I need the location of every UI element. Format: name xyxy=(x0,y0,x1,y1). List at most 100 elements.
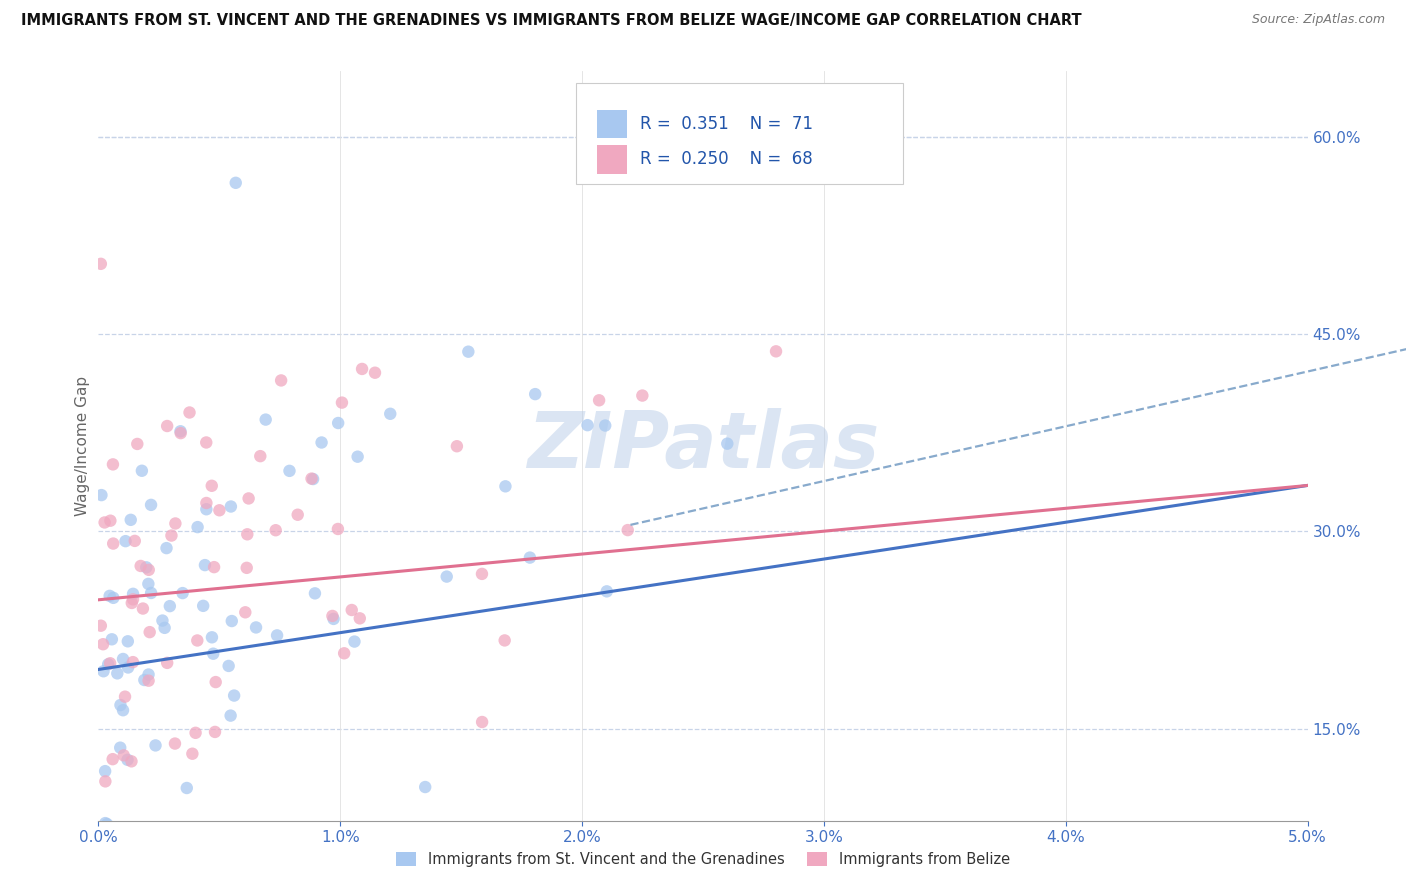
Point xyxy=(122,655,145,669)
Point xyxy=(195,496,218,510)
Point xyxy=(195,435,218,450)
Point xyxy=(117,753,139,767)
Point xyxy=(302,472,325,486)
Point xyxy=(287,508,309,522)
Point xyxy=(129,558,152,573)
Text: Source: ZipAtlas.com: Source: ZipAtlas.com xyxy=(1251,13,1385,27)
Point xyxy=(494,479,516,493)
Point xyxy=(135,560,157,574)
Point xyxy=(90,257,112,271)
Point xyxy=(596,584,619,599)
Point xyxy=(156,419,179,434)
Point xyxy=(218,659,240,673)
Point xyxy=(117,634,139,648)
Point xyxy=(103,536,125,550)
Point xyxy=(471,566,494,581)
Point xyxy=(94,764,117,779)
Y-axis label: Wage/Income Gap: Wage/Income Gap xyxy=(75,376,90,516)
Point xyxy=(201,630,224,644)
Point xyxy=(138,625,160,640)
Point xyxy=(127,437,149,451)
Point xyxy=(225,176,247,190)
Point xyxy=(278,464,301,478)
Point xyxy=(97,657,120,672)
Point xyxy=(270,373,292,387)
Point xyxy=(101,752,124,766)
Point xyxy=(311,435,333,450)
Point xyxy=(112,703,135,717)
Point xyxy=(326,522,349,536)
Point xyxy=(264,523,287,537)
Point xyxy=(186,633,208,648)
Point xyxy=(160,528,183,542)
Point xyxy=(134,673,156,687)
Point xyxy=(419,882,441,892)
Point xyxy=(165,516,187,531)
Point xyxy=(380,407,402,421)
Point xyxy=(112,748,135,763)
Point xyxy=(98,589,121,603)
FancyBboxPatch shape xyxy=(596,145,627,174)
Point xyxy=(333,646,356,660)
Point xyxy=(716,436,738,450)
Point xyxy=(202,560,225,574)
Point xyxy=(105,666,128,681)
FancyBboxPatch shape xyxy=(576,83,903,184)
Point xyxy=(202,647,225,661)
Point xyxy=(96,817,118,831)
Point xyxy=(266,628,288,642)
Point xyxy=(322,612,344,626)
Point xyxy=(219,708,242,723)
Point xyxy=(471,714,494,729)
Point xyxy=(176,780,198,795)
Point xyxy=(121,755,143,769)
Point xyxy=(110,832,132,847)
Text: R =  0.250    N =  68: R = 0.250 N = 68 xyxy=(640,151,813,169)
Point xyxy=(235,561,257,575)
Point xyxy=(576,418,599,433)
Text: R =  0.351    N =  71: R = 0.351 N = 71 xyxy=(640,115,813,133)
Point xyxy=(110,740,132,755)
Point xyxy=(249,449,271,463)
Point xyxy=(436,569,458,583)
Point xyxy=(457,344,479,359)
Point xyxy=(101,632,124,647)
Point xyxy=(94,774,117,789)
Point xyxy=(254,412,277,426)
Point xyxy=(139,586,162,600)
Point xyxy=(145,739,167,753)
Point xyxy=(238,491,260,506)
Point xyxy=(169,425,191,439)
Point xyxy=(245,620,267,634)
Point xyxy=(98,514,121,528)
Point xyxy=(219,500,242,514)
Point xyxy=(765,344,787,359)
Point xyxy=(524,387,547,401)
Point xyxy=(91,637,114,651)
Point xyxy=(159,599,181,614)
Point xyxy=(204,725,226,739)
Point xyxy=(93,516,115,530)
Point xyxy=(122,592,145,607)
Point xyxy=(616,523,638,537)
Point xyxy=(233,605,256,619)
Point xyxy=(413,780,436,794)
Point xyxy=(156,656,179,670)
Point xyxy=(364,366,387,380)
Point xyxy=(181,747,204,761)
Point xyxy=(138,673,160,688)
Point xyxy=(593,418,616,433)
Point xyxy=(519,550,541,565)
Point xyxy=(494,633,516,648)
Point xyxy=(117,660,139,674)
Point xyxy=(138,667,160,681)
Text: IMMIGRANTS FROM ST. VINCENT AND THE GRENADINES VS IMMIGRANTS FROM BELIZE WAGE/IN: IMMIGRANTS FROM ST. VINCENT AND THE GREN… xyxy=(21,13,1081,29)
Point xyxy=(120,830,142,845)
Point xyxy=(132,601,155,615)
Point xyxy=(90,488,112,502)
Point xyxy=(121,596,143,610)
Point xyxy=(179,405,201,419)
Point xyxy=(187,520,209,534)
Point xyxy=(103,591,125,605)
Point xyxy=(195,502,218,516)
